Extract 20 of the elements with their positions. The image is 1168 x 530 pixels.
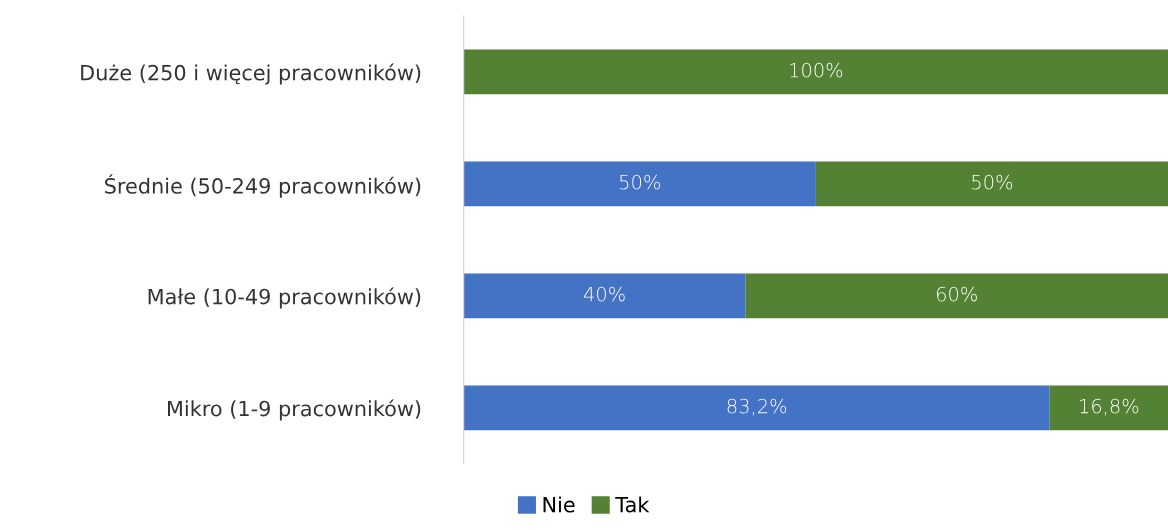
y-tick-label: Mikro (1-9 pracowników) bbox=[168, 399, 421, 421]
y-tick-label: Duże (250 i więcej pracowników) bbox=[81, 63, 421, 85]
bar bbox=[463, 161, 816, 207]
y-tick-label: Małe (10-49 pracowników) bbox=[148, 287, 421, 309]
data-label: 83,2% bbox=[727, 398, 787, 416]
legend-label: Nie bbox=[543, 496, 575, 513]
legend-label: Tak bbox=[615, 496, 650, 513]
bar bbox=[463, 49, 1168, 95]
data-label: 60% bbox=[936, 286, 977, 302]
bar bbox=[815, 161, 1168, 207]
data-label: 16,8% bbox=[1080, 398, 1139, 416]
bar bbox=[463, 273, 746, 319]
bar bbox=[463, 385, 1050, 431]
y-tick-label: Średnie (50-249 pracowników) bbox=[105, 174, 421, 198]
data-label: 50% bbox=[620, 174, 660, 190]
data-label: 100% bbox=[790, 62, 843, 78]
data-label: 50% bbox=[972, 174, 1013, 190]
bar bbox=[1049, 385, 1168, 431]
bar bbox=[745, 273, 1168, 319]
data-label: 40% bbox=[583, 286, 625, 302]
